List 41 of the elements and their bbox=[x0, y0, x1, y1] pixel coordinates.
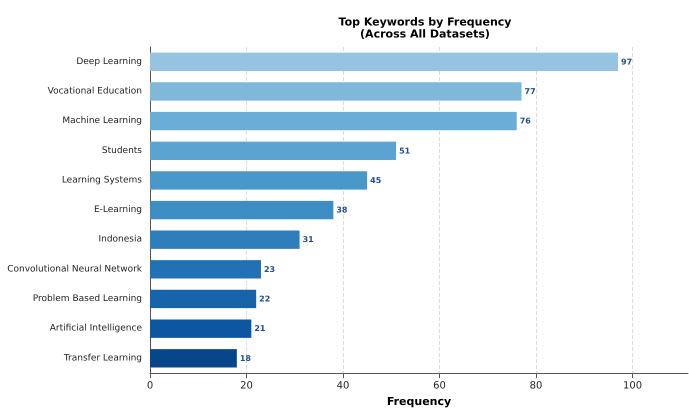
data-label: 21 bbox=[254, 324, 266, 334]
bar bbox=[150, 200, 334, 220]
data-label: 97 bbox=[621, 57, 632, 66]
y-tick-label: Convolutional Neural Network bbox=[7, 264, 143, 274]
y-tick-label: Machine Learning bbox=[62, 116, 142, 126]
bar bbox=[150, 319, 252, 338]
data-label: 31 bbox=[302, 235, 314, 244]
bar bbox=[150, 349, 237, 368]
data-label: 23 bbox=[264, 264, 276, 274]
data-label: 77 bbox=[524, 86, 536, 96]
y-tick-label: Indonesia bbox=[98, 234, 142, 245]
chart-title: Top Keywords by Frequency (Across All Datasets) bbox=[338, 16, 512, 40]
data-label: 38 bbox=[336, 206, 348, 215]
x-tick-label: 60 bbox=[433, 380, 446, 392]
bar bbox=[150, 52, 618, 72]
x-tick-label: 0 bbox=[146, 380, 154, 392]
y-tick-label: E-Learning bbox=[94, 205, 142, 216]
bar bbox=[150, 230, 300, 249]
bar bbox=[150, 171, 368, 190]
bar bbox=[150, 82, 522, 101]
x-tick-label: 80 bbox=[530, 380, 542, 392]
data-label: 76 bbox=[520, 116, 532, 126]
data-label: 22 bbox=[259, 294, 270, 304]
y-tick-label: Deep Learning bbox=[76, 56, 142, 67]
x-tick-label: 100 bbox=[622, 380, 642, 392]
y-tick-label: Learning Systems bbox=[62, 175, 142, 186]
data-label: 45 bbox=[370, 176, 382, 185]
y-tick-label: Problem Based Learning bbox=[32, 294, 142, 304]
y-tick-label: Artificial Intelligence bbox=[50, 324, 142, 334]
y-tick-label: Vocational Education bbox=[48, 86, 142, 96]
y-tick-label: Transfer Learning bbox=[62, 353, 142, 364]
x-tick-label: 20 bbox=[240, 380, 253, 392]
data-label: 51 bbox=[399, 146, 411, 156]
bar bbox=[150, 260, 261, 279]
x-tick-label: 40 bbox=[336, 380, 350, 392]
x-axis-title: Frequency bbox=[386, 395, 452, 408]
bar bbox=[150, 142, 396, 160]
y-tick-label: Students bbox=[102, 146, 142, 156]
data-label: 18 bbox=[240, 354, 252, 363]
bar bbox=[150, 112, 517, 130]
bar bbox=[150, 290, 256, 308]
